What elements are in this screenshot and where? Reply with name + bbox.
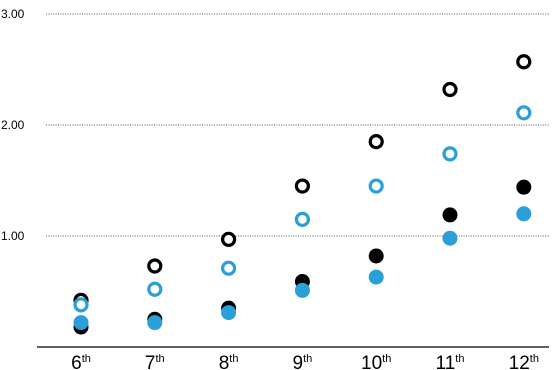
x-tick-suffix: th <box>229 353 238 365</box>
filled-point-s3-0 <box>73 315 89 331</box>
open-point-s1-4 <box>368 178 384 194</box>
y-tick-label: 3.00 <box>1 7 25 21</box>
x-tick-number: 8 <box>219 353 230 370</box>
x-tick-labels: 6th 7th 8th 9th 10th 11th 12th <box>71 353 539 370</box>
x-tick-suffix: th <box>155 353 164 365</box>
y-tick-label: 1.00 <box>1 229 25 243</box>
open-point-s0-5 <box>442 81 458 98</box>
filled-point-s3-4 <box>368 269 384 285</box>
x-tick-label: 7th <box>145 353 165 370</box>
data-points <box>73 54 532 335</box>
filled-point-s3-2 <box>221 305 237 321</box>
x-tick-label: 11th <box>436 353 465 370</box>
open-point-s1-1 <box>147 281 163 297</box>
open-point-s1-2 <box>221 260 237 276</box>
filled-point-s2-6 <box>516 179 532 195</box>
x-tick-number: 7 <box>145 353 156 370</box>
x-tick-number: 11 <box>436 353 456 370</box>
open-point-s0-3 <box>294 178 310 194</box>
x-tick-label: 10th <box>361 353 391 370</box>
x-tick-label: 8th <box>219 353 239 370</box>
filled-point-s2-5 <box>442 207 458 223</box>
x-tick-suffix: th <box>82 353 91 365</box>
x-tick-suffix: th <box>455 353 464 365</box>
x-tick-number: 12 <box>509 353 530 370</box>
open-point-s1-3 <box>294 211 310 227</box>
open-point-s1-6 <box>516 105 532 121</box>
open-point-s1-0 <box>73 297 89 313</box>
x-tick-number: 6 <box>71 353 82 370</box>
y-tick-label: 2.00 <box>1 118 25 132</box>
x-tick-suffix: th <box>382 353 391 365</box>
open-point-s0-1 <box>147 258 163 274</box>
filled-point-s3-1 <box>147 315 163 331</box>
filled-point-s3-6 <box>516 206 532 222</box>
x-tick-number: 10 <box>361 353 382 370</box>
x-tick-label: 6th <box>71 353 91 370</box>
x-tick-label: 9th <box>293 353 313 370</box>
filled-point-s3-5 <box>442 230 458 246</box>
open-point-s0-2 <box>221 231 237 247</box>
open-point-s0-6 <box>516 54 532 70</box>
x-tick-suffix: th <box>530 353 539 365</box>
x-tick-number: 9 <box>293 353 304 370</box>
filled-point-s2-4 <box>368 248 384 264</box>
x-tick-label: 12th <box>509 353 539 370</box>
x-tick-suffix: th <box>303 353 312 365</box>
open-point-s1-5 <box>442 146 458 162</box>
filled-point-s3-3 <box>294 282 310 298</box>
gridlines <box>46 13 549 237</box>
open-point-s0-4 <box>368 134 384 150</box>
y-tick-labels: 1.00 2.00 3.00 <box>1 7 25 243</box>
